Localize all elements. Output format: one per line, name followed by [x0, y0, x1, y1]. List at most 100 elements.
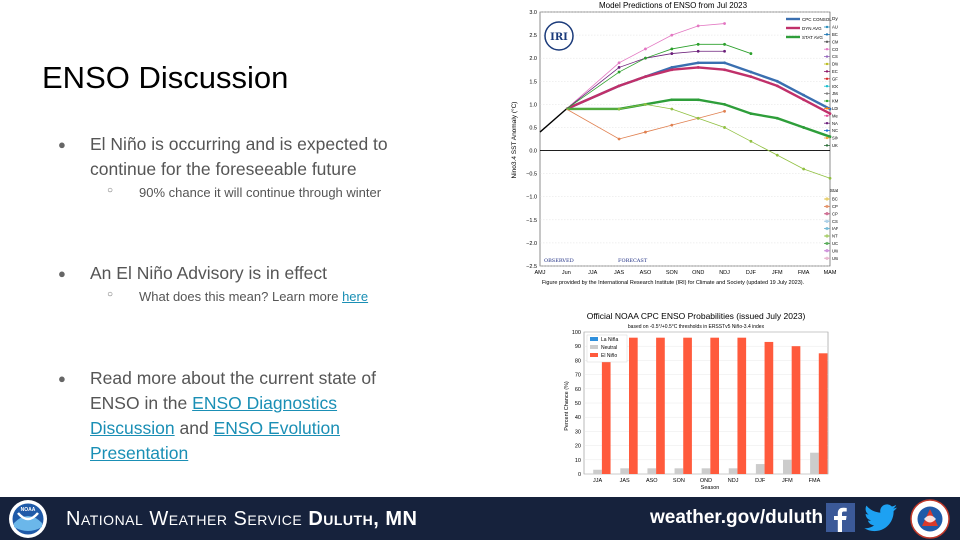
- chart1-statistical-title: Statistical Models: [830, 188, 838, 193]
- chart2-subtitle: based on -0.5°/+0.5°C thresholds in ERSS…: [628, 324, 765, 330]
- chart1-y-tick-label: −0.5: [526, 172, 537, 178]
- chart1-legend-label: IAP NN: [832, 226, 838, 231]
- chart1-legend-label: CS-IRI-MM: [832, 54, 838, 59]
- chart2-bar-neutral: [674, 468, 684, 474]
- chart1-data-point: [617, 61, 621, 65]
- chart2-ylabel: Percent Chance (%): [564, 381, 570, 431]
- chart2-x-tick-label: ASO: [646, 478, 658, 484]
- chart2-bar-neutral: [701, 468, 711, 474]
- chart1-legend-label: UCLA-TCD: [832, 241, 838, 246]
- chart1-legend-label: SINTEX-F: [832, 136, 838, 141]
- chart2-bar-el-ni-o: [737, 337, 747, 474]
- chart1-legend-label: IOCAS ICM: [832, 84, 838, 89]
- chart1-legend-label: BCC_CSM11m: [832, 32, 838, 37]
- chart1-data-point: [723, 61, 726, 65]
- chart2-bar-el-ni-o: [629, 337, 638, 474]
- chart1-data-point: [617, 137, 621, 141]
- chart2-y-ticks: 0 10 20 30 40 50 60 70 80 90 100: [572, 330, 581, 478]
- sub-bullet-marker: ○: [107, 185, 114, 196]
- nws-logo-icon: [910, 499, 950, 539]
- chart1-data-point: [723, 126, 726, 129]
- here-link[interactable]: here: [342, 289, 369, 304]
- chart1-x-tick-label: MAM: [824, 270, 837, 276]
- chart2-legend-swatch: [590, 345, 598, 349]
- chart1-x-tick-label: JFM: [772, 270, 783, 276]
- chart1-legend-label: UW PSL-CSLIM: [832, 248, 838, 253]
- chart1-y-tick-label: −1.5: [526, 218, 537, 224]
- chart1-data-point: [696, 116, 700, 120]
- chart1-x-tick-label: FMA: [798, 270, 810, 276]
- enso-diagnostics-link[interactable]: ENSO Diagnostics Discussion: [90, 393, 338, 438]
- chart1-series-line: [566, 23, 725, 110]
- chart1-data-point: [696, 98, 700, 102]
- chart2-y-tick-label: 50: [575, 401, 581, 407]
- chart1-data-point: [670, 52, 674, 55]
- chart1-data-point: [644, 75, 647, 79]
- chart1-data-point: [775, 153, 779, 157]
- chart1-legend-marker: [825, 99, 829, 103]
- chart1-plot-frame: [539, 11, 831, 267]
- chart1-x-tick-label: SON: [666, 270, 678, 276]
- twitter-icon[interactable]: [864, 503, 898, 533]
- chart2-y-tick-label: 70: [575, 373, 581, 379]
- chart2-y-tick-label: 10: [575, 458, 581, 464]
- facebook-icon[interactable]: [826, 503, 855, 532]
- chart2-y-tick-label: 90: [575, 344, 581, 350]
- chart1-legend-label: UW PSL-LIM: [832, 256, 838, 261]
- chart1-legend-label: COLA CCSM4: [832, 47, 838, 52]
- chart1-data-point: [749, 75, 753, 79]
- chart1-data-point: [617, 66, 621, 69]
- chart1-legend-label: STAT AVG: [802, 35, 823, 40]
- chart2-bar-el-ni-o: [710, 337, 720, 474]
- chart2-bar-neutral: [647, 468, 657, 474]
- chart1-legend-marker: [825, 241, 829, 245]
- chart1-caption: Figure provided by the International Res…: [542, 280, 805, 286]
- chart2-legend-label: El Niño: [601, 353, 617, 359]
- chart1-data-point: [775, 84, 779, 88]
- sub-bullet-text: 90% chance it will continue through wint…: [139, 185, 382, 200]
- chart1-legend: CPC CONSOL DYN AVG STAT AVG Dynamical Model…: [786, 16, 838, 261]
- chart1-data-point: [617, 70, 621, 74]
- chart1-data-point: [802, 167, 806, 171]
- sub-bullet-marker: ○: [107, 289, 114, 300]
- chart1-y-tick-label: 2.0: [529, 56, 537, 62]
- chart1-legend-marker: [825, 85, 829, 88]
- and-text: and: [174, 418, 214, 438]
- chart1-legend-marker: [825, 129, 829, 132]
- bullet-text: El Niño is occurring and is expected to …: [90, 134, 388, 179]
- slide-title: ENSO Discussion: [42, 60, 289, 95]
- chart1-data-point: [723, 22, 726, 25]
- chart2-y-tick-label: 100: [572, 330, 581, 336]
- chart1-legend-label: AUS-ACCESS: [832, 25, 838, 30]
- bullet-text: An El Niño Advisory is in effect: [90, 263, 328, 283]
- chart1-y-tick-label: −2.0: [526, 241, 537, 247]
- chart2-bar-el-ni-o: [601, 336, 611, 474]
- chart2-legend-swatch: [590, 353, 598, 357]
- chart1-y-ticks: 3.0 2.5 2.0 1.5 1.0 0.5 0.0 −0.5 −1.0 −1.5 −2.0 −2.…: [526, 10, 537, 270]
- website-url[interactable]: weather.gov/duluth: [650, 507, 824, 528]
- bullet-marker: ●: [58, 371, 66, 386]
- chart1-legend-marker: [825, 92, 829, 95]
- chart2-x-tick-label: NDJ: [728, 478, 739, 484]
- chart1-data-point: [670, 98, 674, 102]
- bullet-marker: ●: [58, 266, 66, 281]
- chart1-legend-label: GFDL SPEAR: [832, 76, 838, 81]
- chart1-dynamical-title: Dynamical Models: [832, 16, 838, 21]
- chart1-legend-label: CSU CLIPR: [832, 219, 838, 224]
- chart2-y-tick-label: 60: [575, 387, 581, 393]
- enso-evolution-link[interactable]: ENSO Evolution Presentation: [90, 418, 341, 463]
- chart1-data-point: [670, 47, 674, 51]
- chart1-title: Model Predictions of ENSO from Jul 2023: [599, 1, 748, 10]
- chart1-x-tick-label: OND: [692, 270, 704, 276]
- chart1-legend-label: NTU CODA: [832, 234, 838, 239]
- chart2-y-tick-label: 0: [578, 472, 581, 478]
- chart1-observed-line: [539, 108, 567, 133]
- chart1-x-tick-label: DJF: [746, 270, 757, 276]
- chart1-data-point: [644, 56, 647, 60]
- chart1-legend-label: LDEO: [832, 106, 838, 111]
- chart1-data-point: [670, 123, 674, 127]
- chart1-legend-label: UKMO: [832, 143, 838, 148]
- chart2-y-tick-label: 30: [575, 429, 581, 435]
- chart1-legend-marker: [825, 204, 829, 208]
- chart1-legend-marker: [825, 33, 829, 36]
